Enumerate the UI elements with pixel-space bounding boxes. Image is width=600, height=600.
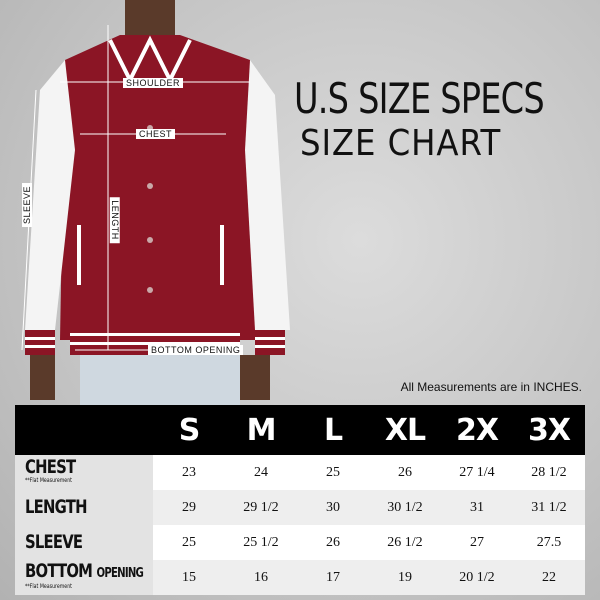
table-cell: 30 1/2	[369, 490, 441, 525]
table-cell: 22	[513, 560, 585, 595]
table-row: SLEEVE 25 25 1/2 26 26 1/2 27 27.5	[15, 525, 585, 560]
table-cell: 27.5	[513, 525, 585, 560]
row-label-text: CHEST	[25, 456, 76, 478]
table-cell: 29 1/2	[225, 490, 297, 525]
size-header: 2X	[441, 405, 513, 455]
row-label-suffix: OPENING	[96, 566, 144, 581]
row-label-text: BOTTOM	[25, 560, 93, 582]
size-header-row: S M L XL 2X 3X	[15, 405, 585, 455]
row-label: CHEST **Flat Measurement	[15, 455, 153, 490]
table-cell: 17	[297, 560, 369, 595]
header-blank	[15, 405, 153, 455]
table-cell: 19	[369, 560, 441, 595]
table-cell: 25 1/2	[225, 525, 297, 560]
product-photo: SHOULDER CHEST SLEEVE LENGTH BOTTOM OPEN…	[0, 0, 300, 405]
row-label-wrap: LENGTH	[25, 495, 87, 518]
table-cell: 24	[225, 455, 297, 490]
size-header: M	[225, 405, 297, 455]
table-cell: 26 1/2	[369, 525, 441, 560]
table-cell: 30	[297, 490, 369, 525]
table-row: BOTTOM OPENING **Flat Measurement 15 16 17 19…	[15, 560, 585, 595]
sleeve-label: SLEEVE	[22, 182, 33, 228]
measurement-note: All Measurements are in INCHES.	[400, 380, 582, 394]
table-cell: 16	[225, 560, 297, 595]
row-label-wrap: BOTTOM OPENING **Flat Measurement	[25, 560, 144, 591]
size-header: L	[297, 405, 369, 455]
table-cell: 23	[153, 455, 225, 490]
size-table: S M L XL 2X 3X CHEST **Flat Measurement 23…	[15, 405, 585, 595]
table-cell: 27	[441, 525, 513, 560]
row-footnote: **Flat Measurement	[25, 583, 72, 590]
length-label: LENGTH	[109, 197, 120, 243]
row-label-text: LENGTH	[25, 495, 87, 518]
table-cell: 27 1/4	[441, 455, 513, 490]
table-row: CHEST **Flat Measurement 23 24 25 26 27 1/4 28 …	[15, 455, 585, 490]
row-footnote: **Flat Measurement	[25, 477, 72, 484]
table-cell: 31 1/2	[513, 490, 585, 525]
table-cell: 26	[297, 525, 369, 560]
table-cell: 15	[153, 560, 225, 595]
table-cell: 25	[153, 525, 225, 560]
size-header: S	[153, 405, 225, 455]
table-cell: 31	[441, 490, 513, 525]
table-row: LENGTH 29 29 1/2 30 30 1/2 31 31 1/2	[15, 490, 585, 525]
row-label-wrap: CHEST **Flat Measurement	[25, 456, 76, 485]
page-title: U.S SIZE SPECS	[294, 74, 545, 123]
row-label: SLEEVE	[15, 525, 153, 560]
table-cell: 28 1/2	[513, 455, 585, 490]
row-label-wrap: SLEEVE	[25, 530, 83, 553]
table-cell: 26	[369, 455, 441, 490]
size-header: 3X	[513, 405, 585, 455]
table-cell: 20 1/2	[441, 560, 513, 595]
table-cell: 29	[153, 490, 225, 525]
size-header: XL	[369, 405, 441, 455]
shoulder-label: SHOULDER	[123, 78, 184, 88]
chest-label: CHEST	[136, 129, 176, 139]
row-label-text: SLEEVE	[25, 530, 83, 553]
page-subtitle: SIZE CHART	[300, 123, 502, 164]
row-label: BOTTOM OPENING **Flat Measurement	[15, 560, 153, 595]
row-label: LENGTH	[15, 490, 153, 525]
table-cell: 25	[297, 455, 369, 490]
bottom-opening-label: BOTTOM OPENING	[148, 345, 244, 355]
